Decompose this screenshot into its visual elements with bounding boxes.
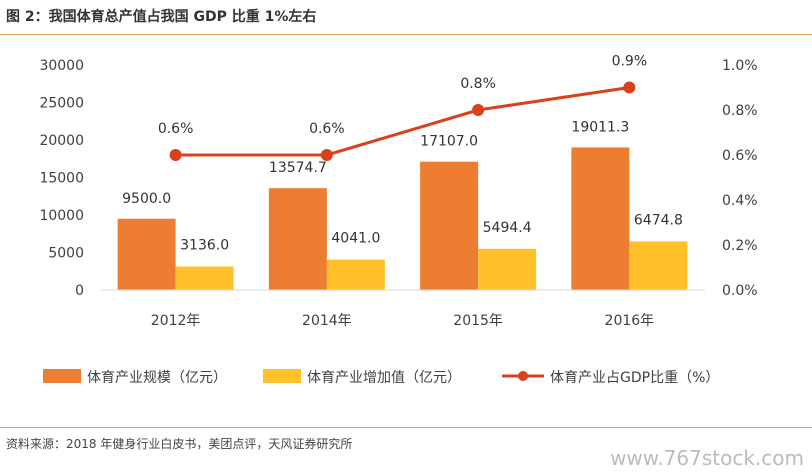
legend-swatch-scale xyxy=(43,369,81,383)
y2-tick-label: 0.2% xyxy=(722,238,758,254)
bar-scale-label: 17107.0 xyxy=(420,134,478,150)
bar-scale-label: 19011.3 xyxy=(571,119,629,135)
y2-tick-label: 0.0% xyxy=(722,283,758,299)
gdp-share-label: 0.6% xyxy=(309,121,345,137)
y-tick-label: 25000 xyxy=(39,96,84,112)
figure-title: 图 2：我国体育总产值占我国 GDP 比重 1%左右 xyxy=(6,9,317,25)
y2-tick-label: 0.6% xyxy=(722,148,758,164)
gdp-share-line xyxy=(175,86,630,157)
bar-scale xyxy=(117,218,176,290)
y-tick-label: 0 xyxy=(75,283,84,299)
gdp-share-point xyxy=(472,104,485,116)
bar-added-value-label: 5494.4 xyxy=(483,220,532,236)
gdp-share-label: 0.8% xyxy=(460,76,496,92)
legend-swatch-gdp-marker xyxy=(518,371,528,381)
y-tick-label: 30000 xyxy=(39,58,84,74)
bar-added-value xyxy=(175,266,234,290)
bar-scale-label: 13574.7 xyxy=(269,160,327,176)
bar-scale xyxy=(420,161,479,290)
line-series xyxy=(169,81,636,161)
y-tick-label: 5000 xyxy=(48,246,84,262)
x-tick-label: 2015年 xyxy=(453,313,503,329)
bar-added-value-label: 4041.0 xyxy=(331,231,380,247)
gdp-share-label: 0.9% xyxy=(612,54,648,70)
legend-label-scale: 体育产业规模（亿元） xyxy=(87,370,227,386)
y2-tick-label: 0.4% xyxy=(722,193,758,209)
x-axis: 2012年 2014年 2015年 2016年 xyxy=(151,313,654,329)
x-tick-label: 2016年 xyxy=(605,313,655,329)
bar-series xyxy=(117,147,688,290)
y2-tick-label: 0.8% xyxy=(722,103,758,119)
left-y-axis: 0 5000 10000 15000 20000 25000 30000 xyxy=(39,58,84,299)
bar-scale xyxy=(571,147,630,290)
gdp-share-point xyxy=(320,149,333,161)
gdp-share-point xyxy=(169,149,182,161)
y-tick-label: 20000 xyxy=(39,133,84,149)
x-tick-label: 2012年 xyxy=(151,313,201,329)
bar-added-value xyxy=(478,248,537,290)
legend-label-added-value: 体育产业增加值（亿元） xyxy=(307,370,461,386)
x-tick-label: 2014年 xyxy=(302,313,352,329)
source-divider xyxy=(0,427,812,428)
gdp-share-label: 0.6% xyxy=(158,121,194,137)
watermark: www.767stock.com xyxy=(610,446,804,470)
source-note: 资料来源：2018 年健身行业白皮书，美团点评，天风证券研究所 xyxy=(6,437,353,451)
bar-scale-label: 9500.0 xyxy=(122,191,171,207)
right-y-axis: 0.0% 0.2% 0.4% 0.6% 0.8% 1.0% xyxy=(722,58,758,299)
legend-label-gdp-share: 体育产业占GDP比重（%） xyxy=(550,370,719,386)
gdp-share-point xyxy=(623,81,636,94)
bar-added-value-label: 6474.8 xyxy=(634,212,683,228)
bar-added-value xyxy=(326,259,385,290)
y2-tick-label: 1.0% xyxy=(722,58,758,74)
legend: 体育产业规模（亿元） 体育产业增加值（亿元） 体育产业占GDP比重（%） xyxy=(43,369,719,386)
bar-scale xyxy=(268,188,327,290)
legend-swatch-added-value xyxy=(263,369,301,383)
data-labels: 9500.0 3136.0 13574.7 4041.0 17107.0 5494.4 19… xyxy=(122,54,683,254)
title-divider xyxy=(0,34,812,35)
y-tick-label: 10000 xyxy=(39,208,84,224)
y-tick-label: 15000 xyxy=(39,171,84,187)
bar-added-value xyxy=(629,241,688,290)
bar-added-value-label: 3136.0 xyxy=(180,237,229,253)
